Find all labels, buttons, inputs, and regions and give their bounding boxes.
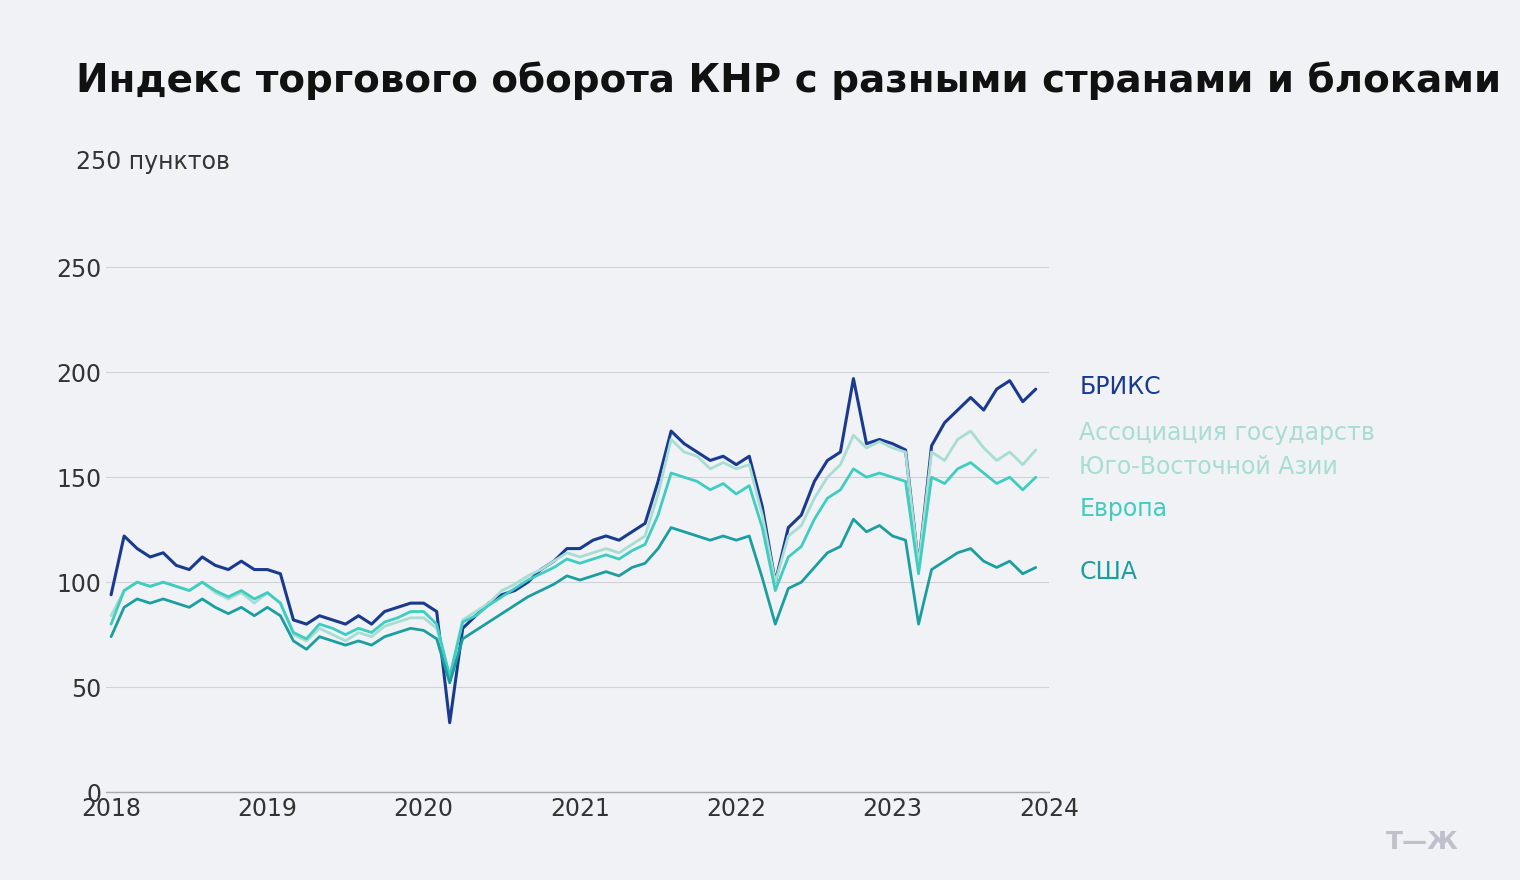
Text: Европа: Европа	[1079, 496, 1167, 521]
Text: Индекс торгового оборота КНР с разными странами и блоками: Индекс торгового оборота КНР с разными с…	[76, 62, 1502, 100]
Text: Ассоциация государств
Юго-Восточной Азии: Ассоциация государств Юго-Восточной Азии	[1079, 422, 1376, 479]
Text: 250 пунктов: 250 пунктов	[76, 150, 230, 173]
Text: США: США	[1079, 560, 1137, 583]
Text: Т—Ж: Т—Ж	[1386, 830, 1459, 854]
Text: БРИКС: БРИКС	[1079, 375, 1161, 399]
